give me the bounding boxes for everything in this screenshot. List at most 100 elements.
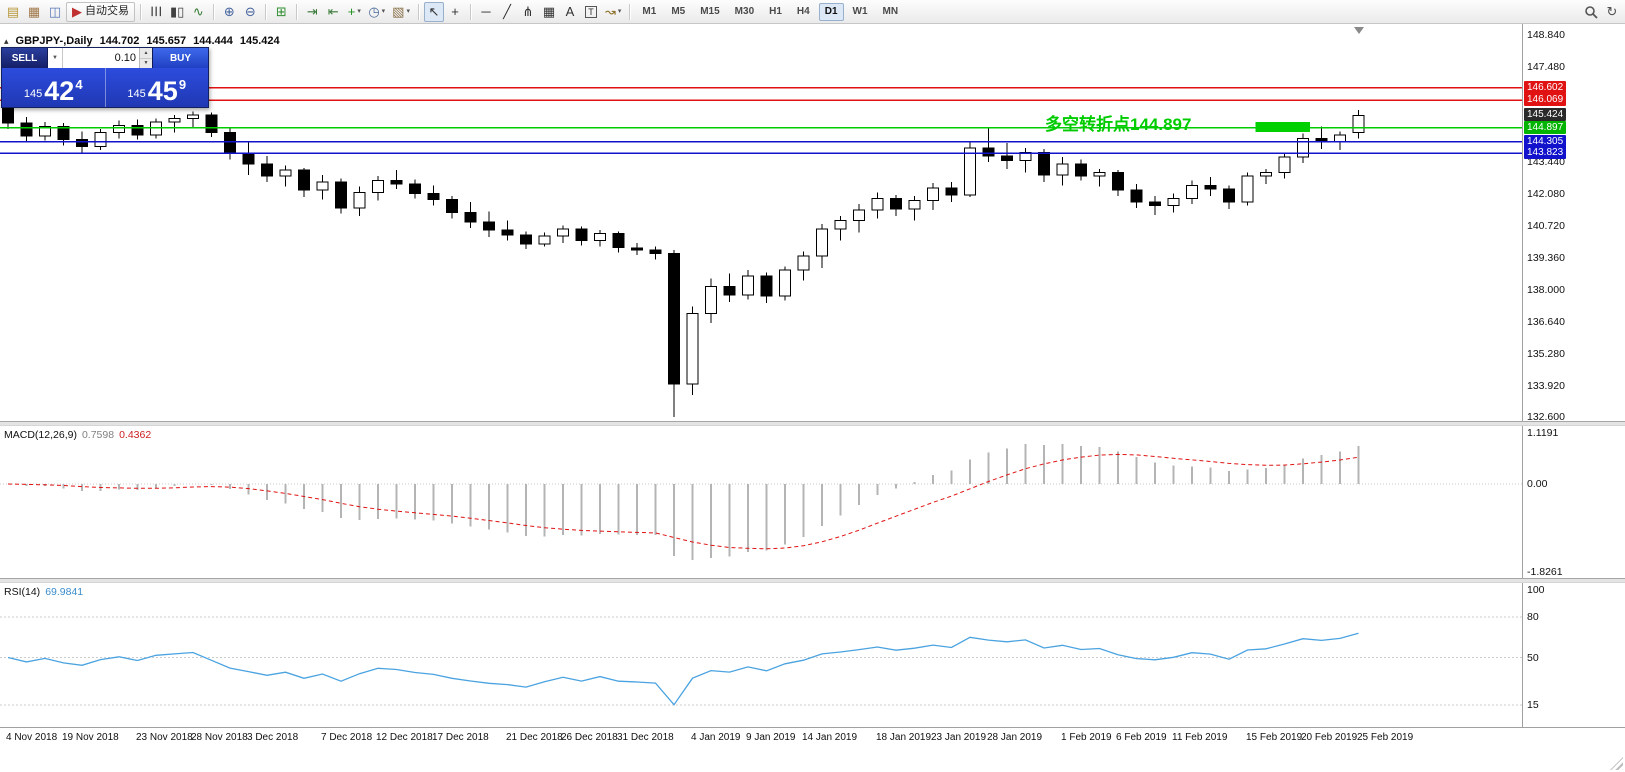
toolbar: ▤ ▦ ◫ ▶ 自动交易 ☰ ▮▯ ∿ ⊕ ⊖ ⊞ ⇥ ⇤ + ▾ ◷ ▾ ▧ ▾ ↖ + ─ ╱ ⋔ ▦ A T ↝ ▾ M1 M5 M15… — [0, 0, 1625, 24]
macd-canvas[interactable] — [0, 426, 1522, 578]
rsi-axis[interactable]: 100 80 50 15 — [1522, 583, 1625, 727]
price-axis[interactable]: 148.840 147.480 143.440 142.080 140.720 139.3… — [1522, 24, 1625, 421]
date-label: 17 Dec 2018 — [432, 732, 489, 743]
tile-windows-icon[interactable]: ⊞ — [275, 4, 287, 19]
buy-button[interactable]: BUY — [152, 48, 208, 68]
volume-input[interactable]: 0.10 — [114, 52, 136, 64]
journal-icon[interactable]: ▦ — [27, 4, 41, 19]
date-label: 31 Dec 2018 — [617, 732, 674, 743]
autotrading-button[interactable]: ▶ 自动交易 — [66, 1, 135, 22]
timeframe-m5[interactable]: M5 — [671, 5, 686, 17]
ohlc-high: 145.657 — [146, 35, 187, 47]
date-label: 1 Feb 2019 — [1061, 732, 1112, 743]
date-label: 28 Jan 2019 — [987, 732, 1043, 743]
timeframe-h1[interactable]: H1 — [769, 5, 782, 17]
search-icon[interactable] — [1581, 2, 1601, 22]
date-label: 23 Jan 2019 — [931, 732, 987, 743]
fibonacci-icon[interactable]: ▦ — [542, 4, 556, 19]
pane-separator[interactable] — [0, 578, 1625, 583]
text-icon[interactable]: A — [565, 4, 575, 19]
date-label: 14 Jan 2019 — [802, 732, 858, 743]
pane-separator[interactable] — [0, 421, 1625, 426]
rsi-tick: 15 — [1527, 699, 1539, 711]
pitchfork-icon[interactable]: ⋔ — [522, 4, 534, 19]
templates-icon[interactable]: ▧ ▾ — [392, 4, 410, 19]
line-chart-icon[interactable]: ∿ — [192, 4, 204, 19]
label-icon[interactable]: T — [581, 2, 601, 22]
macd-tick: 0.00 — [1527, 478, 1548, 490]
price-badge: 146.069 — [1524, 93, 1567, 106]
buy-price-panel[interactable]: 145 45 9 — [106, 68, 209, 107]
date-label: 4 Jan 2019 — [691, 732, 741, 743]
candlestick-chart-icon[interactable]: ▮▯ — [170, 4, 185, 19]
chart-region: 148.840 147.480 143.440 142.080 140.720 139.3… — [0, 24, 1625, 772]
toolbar-separator — [140, 3, 141, 20]
date-label: 18 Jan 2019 — [876, 732, 932, 743]
data-window-icon[interactable]: ◫ — [48, 4, 62, 19]
price-badge: 144.897 — [1524, 121, 1567, 134]
arrows-tool-icon[interactable]: ↝ ▾ — [604, 4, 622, 19]
date-label: 23 Nov 2018 — [136, 732, 193, 743]
date-label: 3 Dec 2018 — [247, 732, 299, 743]
horizontal-line-icon[interactable]: ─ — [481, 4, 491, 19]
add-indicator-icon[interactable]: + ▾ — [347, 4, 361, 19]
timeframe-mn[interactable]: MN — [882, 5, 899, 17]
toolbar-separator — [213, 3, 215, 20]
macd-label: MACD(12,26,9) 0.7598 0.4362 — [4, 429, 152, 441]
oneclick-collapse-icon[interactable] — [4, 35, 9, 47]
volume-up-button[interactable] — [140, 48, 152, 59]
rsi-canvas[interactable] — [0, 583, 1522, 727]
ohlc-open: 144.702 — [99, 35, 140, 47]
timeframe-d1[interactable]: D1 — [818, 2, 844, 21]
date-label: 7 Dec 2018 — [321, 732, 373, 743]
macd-axis[interactable]: 1.1191 0.00 -1.8261 — [1522, 426, 1625, 578]
zoom-out-icon[interactable]: ⊖ — [244, 4, 256, 19]
price-tick: 143.440 — [1527, 156, 1565, 168]
symbol-timeframe: GBPJPY-,Daily — [15, 35, 93, 47]
rsi-label: RSI(14) 69.9841 — [4, 586, 84, 598]
cursor-icon[interactable]: ↖ — [423, 1, 444, 22]
price-badge: 143.823 — [1524, 146, 1567, 159]
volume-dropdown[interactable] — [48, 48, 63, 68]
price-tick: 147.480 — [1527, 61, 1565, 73]
date-label: 11 Feb 2019 — [1172, 732, 1228, 743]
zoom-in-icon[interactable]: ⊕ — [223, 4, 235, 19]
one-click-trading-widget: SELL 0.10 BUY 145 42 4 145 — [1, 47, 209, 108]
macd-tick: 1.1191 — [1527, 427, 1559, 439]
sync-icon[interactable]: ↻ — [1606, 4, 1618, 19]
date-label: 12 Dec 2018 — [376, 732, 433, 743]
pivot-annotation: 多空转折点144.897 — [1045, 115, 1192, 134]
volume-spinner — [139, 48, 152, 68]
rsi-tick: 80 — [1527, 611, 1539, 623]
macd-pane: 1.1191 0.00 -1.8261 MACD(12,26,9) 0.7598 0.4… — [0, 426, 1625, 578]
date-label: 20 Feb 2019 — [1301, 732, 1358, 743]
timeframe-m30[interactable]: M30 — [734, 5, 755, 17]
timeframe-h4[interactable]: H4 — [796, 5, 810, 17]
price-tick: 135.280 — [1527, 348, 1565, 360]
date-label: 25 Feb 2019 — [1357, 732, 1414, 743]
rsi-pane: 100 80 50 15 RSI(14) 69.9841 — [0, 583, 1625, 727]
timeframe-w1[interactable]: W1 — [852, 5, 868, 17]
trendline-icon[interactable]: ╱ — [503, 4, 511, 19]
sell-button[interactable]: SELL — [2, 48, 48, 68]
time-axis[interactable]: 4 Nov 2018 19 Nov 2018 23 Nov 2018 28 Nov 2… — [0, 727, 1625, 771]
chart-file-icon[interactable]: ▤ — [6, 4, 20, 19]
crosshair-icon[interactable]: + — [451, 4, 459, 19]
rsi-tick: 100 — [1527, 584, 1545, 596]
periods-clock-icon[interactable]: ◷ ▾ — [368, 4, 386, 19]
bar-chart-icon[interactable]: ☰ — [148, 5, 164, 18]
timeframe-m1[interactable]: M1 — [642, 5, 657, 17]
price-tick: 142.080 — [1527, 188, 1565, 200]
chart-shift-icon[interactable]: ⇤ — [327, 4, 339, 19]
date-label: 19 Nov 2018 — [62, 732, 119, 743]
sell-price-figure: 145 — [23, 88, 43, 100]
price-tick: 138.000 — [1527, 284, 1565, 296]
auto-scroll-icon[interactable]: ⇥ — [306, 4, 318, 19]
sell-price-panel[interactable]: 145 42 4 — [2, 68, 106, 107]
chart-ohlc-header: GBPJPY-,Daily 144.702 145.657 144.444 14… — [4, 35, 280, 47]
toolbar-separator — [469, 3, 471, 20]
timeframe-m15[interactable]: M15 — [700, 5, 720, 17]
volume-down-button[interactable] — [140, 58, 152, 68]
price-chart-canvas[interactable] — [0, 24, 1522, 421]
price-badge: 144.305 — [1524, 135, 1567, 148]
